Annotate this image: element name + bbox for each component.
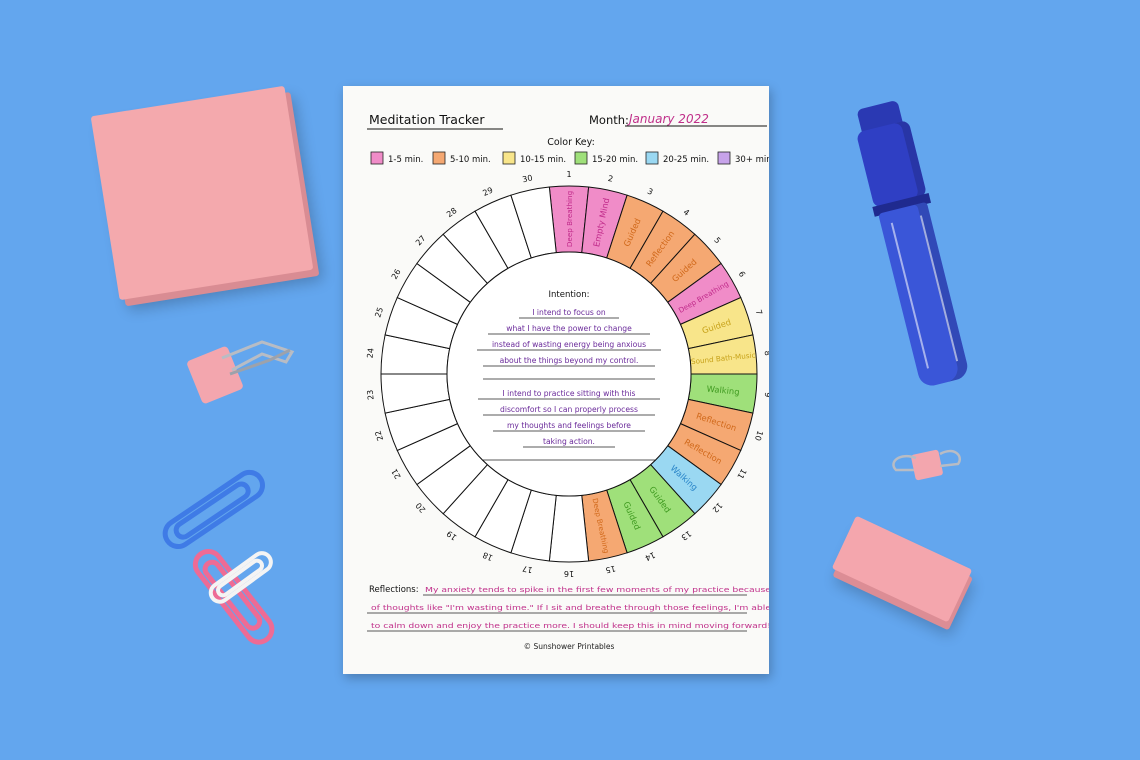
day-number: 26 (390, 268, 403, 281)
color-key: 1-5 min. 5-10 min. 10-15 min. 15-20 min. 20-… (370, 151, 769, 165)
day-number: 4 (682, 207, 691, 217)
day-number: 20 (414, 501, 428, 515)
day-number: 30 (522, 173, 534, 184)
color-key-item: 1-5 min. (370, 151, 423, 165)
intention-line: about the things beyond my control. (500, 356, 639, 365)
tracker-title: Meditation Tracker (369, 112, 485, 127)
day-number: 27 (414, 234, 428, 248)
day-number: 22 (373, 429, 385, 441)
intention-line: I intend to focus on (532, 308, 606, 317)
color-key-label-text: 20-25 min. (663, 155, 709, 165)
color-key-swatch (574, 151, 588, 165)
day-number: 9 (763, 392, 769, 398)
intention-label: Intention: (549, 290, 590, 300)
tracker-sheet-drawing: Meditation Tracker Month: January 2022 C… (366, 112, 769, 651)
color-key-label-text: 15-20 min. (592, 155, 638, 165)
color-key-item: 20-25 min. (645, 151, 709, 165)
day-activity-label: Walking (706, 384, 740, 397)
day-number: 28 (445, 206, 459, 219)
day-number: 21 (390, 467, 403, 480)
day-number: 23 (366, 389, 376, 400)
day-number: 25 (373, 306, 385, 318)
month-label: Month: (589, 113, 629, 127)
reflections-label: Reflections: (369, 585, 419, 595)
day-number: 6 (737, 270, 747, 279)
color-key-swatch (370, 151, 384, 165)
intention-line: I intend to practice sitting with this (503, 389, 636, 398)
color-key-item: 15-20 min. (574, 151, 638, 165)
tracker-sheet: Meditation Tracker Month: January 2022 C… (343, 86, 769, 674)
day-number: 7 (754, 309, 764, 317)
paper-clip-white (208, 551, 273, 604)
day-number: 10 (753, 429, 765, 441)
day-number: 2 (607, 174, 614, 184)
intention-circle (446, 251, 692, 497)
color-key-item: 30+ min. (717, 151, 769, 165)
intention-panel: Intention: I intend to focus on what I hav… (477, 290, 661, 461)
day-number: 11 (735, 467, 748, 480)
sheet-header: Meditation Tracker Month: January 2022 C… (367, 112, 767, 148)
day-number: 14 (644, 550, 657, 562)
binder-clip-right (892, 449, 961, 481)
intention-line: my thoughts and feelings before (507, 421, 631, 430)
day-number: 5 (712, 236, 722, 246)
intention-line: instead of wasting energy being anxious (492, 340, 646, 349)
color-key-label: Color Key: (547, 137, 595, 148)
paper-clip-blue (162, 469, 265, 549)
month-value: January 2022 (627, 112, 709, 126)
color-key-label-text: 10-15 min. (520, 155, 566, 165)
day-number: 19 (445, 529, 459, 542)
day-number: 15 (605, 564, 617, 575)
color-key-swatch (717, 151, 731, 165)
intention-line: discomfort so I can properly process (500, 405, 638, 414)
day-number: 12 (711, 501, 725, 515)
reflections-panel: Reflections: My anxiety tends to spike in… (367, 585, 769, 632)
intention-line: what I have the power to change (506, 324, 632, 333)
color-key-label-text: 30+ min. (735, 155, 769, 165)
color-key-swatch (645, 151, 659, 165)
day-number: 1 (566, 170, 571, 179)
color-key-swatch (502, 151, 516, 165)
day-number: 18 (481, 550, 494, 562)
color-key-label-text: 1-5 min. (388, 155, 423, 165)
day-activity-label: Deep Breathing (565, 191, 574, 247)
day-number: 29 (481, 186, 494, 198)
reflection-line: My anxiety tends to spike in the first f… (425, 585, 769, 594)
reflection-line: to calm down and enjoy the practice more… (371, 621, 769, 630)
intention-line: taking action. (543, 437, 595, 446)
paper-clip-pink (192, 548, 275, 645)
copyright-footer: © Sunshower Printables (524, 642, 615, 651)
reflection-line: of thoughts like "I'm wasting time." If … (371, 603, 769, 612)
color-key-label-text: 5-10 min. (450, 155, 491, 165)
day-number: 13 (679, 529, 693, 542)
day-number: 3 (646, 187, 654, 197)
color-key-swatch (432, 151, 446, 165)
binder-clip-left (187, 340, 295, 404)
day-number: 24 (366, 348, 376, 359)
color-key-item: 5-10 min. (432, 151, 491, 165)
day-number: 16 (564, 569, 574, 578)
day-number: 17 (522, 564, 534, 575)
color-key-item: 10-15 min. (502, 151, 566, 165)
day-number: 8 (763, 350, 769, 356)
